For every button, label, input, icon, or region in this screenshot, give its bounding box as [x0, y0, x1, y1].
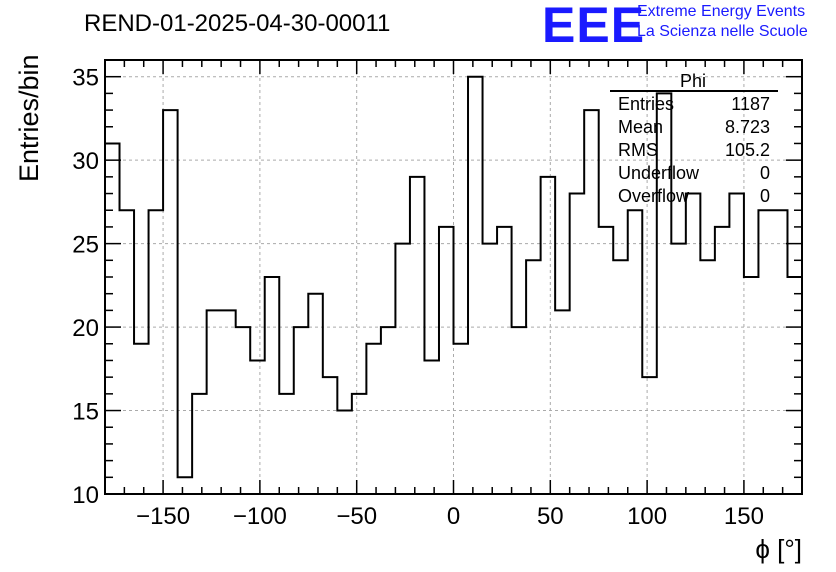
x-axis-label: ϕ [°]	[755, 534, 802, 564]
y-tick-label: 10	[72, 482, 99, 509]
histogram-bin	[134, 344, 149, 494]
histogram-bin	[381, 327, 396, 494]
histogram-bin	[686, 194, 701, 494]
histogram-bin	[744, 277, 759, 494]
histogram-bin	[599, 227, 614, 494]
histogram-bin	[424, 360, 439, 494]
chart-title: REND-01-2025-04-30-00011	[84, 10, 391, 37]
histogram-series	[104, 75, 803, 494]
x-tick-label: −150	[136, 503, 190, 530]
y-axis-label: Entries/bin	[14, 54, 44, 182]
stats-label: Underflow	[618, 163, 700, 183]
x-tick-label: −100	[233, 503, 287, 530]
histogram-bin	[178, 477, 193, 494]
histogram-bin	[700, 260, 715, 494]
x-tick-label: 100	[627, 503, 667, 530]
histogram-bin	[512, 327, 527, 494]
histogram-bin	[657, 93, 672, 494]
histogram-bin	[715, 227, 730, 494]
stats-label: Entries	[618, 94, 674, 114]
histogram-bin	[395, 244, 410, 494]
histogram-bin	[613, 260, 628, 494]
histogram-bin	[439, 227, 454, 494]
histogram-bin	[120, 210, 135, 494]
x-tick-label: 150	[724, 503, 764, 530]
stats-label: RMS	[618, 140, 658, 160]
x-tick-label: 50	[537, 503, 564, 530]
histogram-bin	[555, 310, 570, 494]
histogram-bin	[366, 344, 381, 494]
histogram-bin	[352, 394, 367, 494]
histogram-bin	[149, 210, 164, 494]
histogram-bin	[294, 327, 309, 494]
stats-value: 1187	[731, 94, 770, 114]
y-tick-label: 25	[72, 232, 99, 259]
histogram-bin	[584, 110, 599, 494]
x-tick-label: −50	[336, 503, 377, 530]
axes	[104, 59, 803, 495]
y-tick-label: 20	[72, 315, 99, 342]
histogram-bin	[265, 277, 280, 494]
histogram-bin	[541, 177, 556, 494]
logo-line-2: La Scienza nelle Scuole	[637, 23, 808, 40]
logo-line-1: Extreme Energy Events	[637, 3, 806, 20]
histogram-bin	[773, 210, 788, 494]
histogram-bin	[628, 210, 643, 494]
histogram-bin	[787, 277, 802, 494]
stats-value: 0	[760, 163, 770, 183]
stats-label: Mean	[618, 117, 663, 137]
histogram-bin	[279, 394, 294, 494]
histogram-bin	[642, 377, 657, 494]
histogram-bin	[236, 327, 251, 494]
stats-label: Overflow	[618, 186, 690, 206]
histogram-bin	[497, 227, 512, 494]
histogram-bin	[483, 244, 498, 494]
y-tick-label: 15	[72, 399, 99, 426]
histogram-bin	[323, 377, 338, 494]
y-tick-label: 35	[72, 65, 99, 92]
x-tick-label: 0	[447, 503, 460, 530]
stats-box: Phi Entries 1187 Mean 8.723 RMS 105.2 Underflow…	[610, 71, 778, 206]
stats-title: Phi	[680, 71, 706, 91]
histogram-bin	[758, 210, 773, 494]
histogram-bin	[729, 194, 744, 494]
stats-value: 8.723	[725, 117, 770, 137]
histogram-bin	[410, 177, 425, 494]
y-axis-label-box: Entries/bin	[6, 54, 46, 190]
histogram-bin	[468, 77, 483, 494]
histogram-bin	[163, 110, 178, 494]
histogram-bin	[454, 344, 469, 494]
histogram-bin	[207, 310, 222, 494]
histogram-bin	[221, 310, 236, 494]
histogram-bin	[526, 260, 541, 494]
histogram-bin	[671, 244, 686, 494]
histogram-bin	[105, 143, 120, 494]
y-tick-label: 30	[72, 148, 99, 175]
tick-labels: −150 −100 −50 0 50 100 150 10 15 20 25 30 35	[72, 65, 764, 530]
histogram-bin	[250, 360, 265, 494]
stats-value: 105.2	[725, 140, 770, 160]
eee-logo: EEE	[542, 0, 646, 53]
histogram-bin	[192, 394, 207, 494]
stats-value: 0	[760, 186, 770, 206]
histogram-bin	[337, 411, 352, 494]
histogram-bin	[308, 294, 323, 494]
logo-caption: Extreme Energy Events La Scienza nelle S…	[637, 2, 808, 42]
histogram-bin	[570, 194, 585, 494]
